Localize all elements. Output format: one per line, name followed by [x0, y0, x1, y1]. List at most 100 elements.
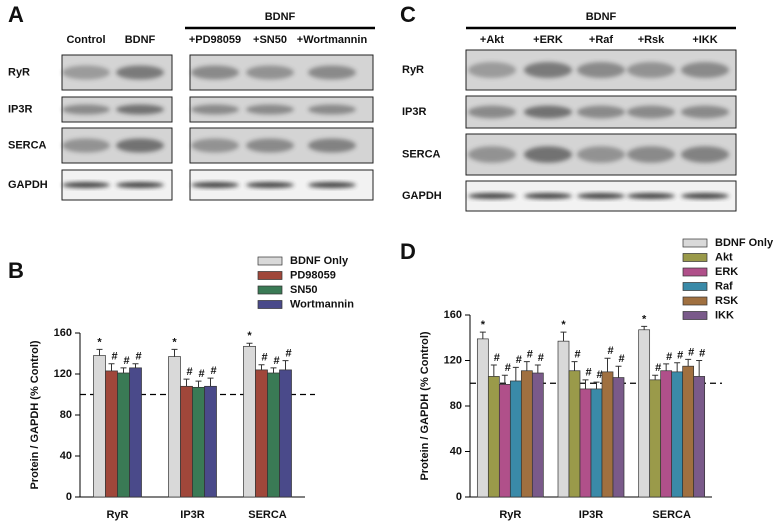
legend-label: IKK — [715, 309, 734, 321]
error-bar — [652, 374, 659, 380]
bar — [579, 388, 592, 498]
error-bar — [696, 360, 703, 377]
row-label: IP3R — [402, 106, 427, 118]
band — [468, 146, 516, 163]
significance-marker: # — [538, 352, 544, 364]
legend-swatch — [682, 282, 708, 291]
x-tick-label: RyR — [499, 509, 521, 521]
row-label: GAPDH — [402, 190, 442, 202]
error-bar — [183, 378, 190, 387]
x-tick-label: IP3R — [180, 509, 205, 521]
lane-label: BDNF — [125, 34, 156, 46]
error-bar — [171, 348, 178, 357]
band — [681, 146, 729, 163]
bar — [243, 345, 256, 498]
row-label: GAPDH — [8, 179, 48, 191]
band — [116, 182, 164, 188]
error-bar — [604, 357, 611, 372]
significance-marker: # — [505, 362, 511, 374]
significance-marker: * — [481, 319, 486, 331]
group-label: BDNF — [586, 11, 617, 23]
band — [116, 104, 164, 115]
legend-label: BDNF Only — [715, 237, 774, 249]
band — [308, 65, 356, 80]
error-bar — [479, 331, 486, 339]
band — [627, 62, 675, 78]
row-label: RyR — [402, 64, 424, 76]
band — [681, 105, 729, 119]
error-bar — [534, 364, 541, 374]
band — [577, 105, 625, 119]
significance-marker: # — [273, 355, 279, 367]
band — [681, 193, 729, 199]
bar — [638, 329, 651, 498]
band — [577, 146, 625, 163]
significance-marker: * — [247, 330, 252, 342]
significance-marker: # — [574, 349, 580, 361]
significance-marker: # — [666, 351, 672, 363]
x-tick-label: SERCA — [248, 509, 287, 521]
band — [627, 146, 675, 163]
row-label: RyR — [8, 66, 30, 78]
band — [246, 138, 294, 153]
significance-marker: # — [494, 352, 500, 364]
x-tick-label: IP3R — [579, 509, 604, 521]
lane-label: +Rsk — [638, 34, 665, 46]
band — [116, 138, 164, 153]
error-bar — [120, 367, 127, 373]
error-bar — [615, 365, 622, 378]
y-tick-label: 0 — [456, 491, 462, 503]
band — [577, 62, 625, 78]
significance-marker: # — [285, 348, 291, 360]
band — [524, 146, 572, 163]
band — [468, 193, 516, 199]
error-bar — [270, 367, 277, 373]
y-tick-label: 80 — [450, 400, 462, 412]
legend-label: RSK — [715, 295, 738, 307]
band — [191, 182, 239, 188]
y-tick-label: 120 — [54, 368, 72, 380]
panel-label: D — [400, 239, 416, 264]
y-tick-label: 160 — [54, 327, 72, 339]
legend-label: PD98059 — [290, 269, 336, 281]
error-bar — [96, 348, 103, 356]
lane-label: +IKK — [692, 34, 717, 46]
band — [681, 62, 729, 78]
bar — [660, 370, 673, 498]
lane-label: +Raf — [589, 34, 613, 46]
legend-swatch — [682, 238, 708, 248]
significance-marker: # — [699, 347, 705, 359]
error-bar — [582, 379, 589, 389]
error-bar — [571, 361, 578, 371]
lane-label: Control — [66, 34, 105, 46]
legend-label: BDNF Only — [290, 255, 349, 267]
bar — [255, 369, 268, 498]
significance-marker: # — [607, 345, 613, 357]
band — [246, 104, 294, 115]
significance-marker: # — [186, 366, 192, 378]
band — [116, 65, 164, 80]
bar — [601, 371, 614, 498]
y-tick-label: 80 — [60, 409, 72, 421]
significance-marker: # — [655, 362, 661, 374]
significance-marker: # — [527, 349, 533, 361]
bar — [612, 377, 625, 498]
bar — [487, 376, 500, 498]
error-bar — [195, 380, 202, 388]
significance-marker: # — [585, 367, 591, 379]
band — [246, 65, 294, 80]
significance-marker: # — [111, 351, 117, 363]
significance-marker: # — [677, 350, 683, 362]
bar — [168, 356, 181, 498]
band — [308, 138, 356, 153]
error-bar — [560, 331, 567, 342]
panel-label: B — [8, 258, 24, 283]
bar — [557, 340, 570, 498]
lane-label: +SN50 — [253, 34, 287, 46]
band — [524, 193, 572, 199]
bar — [531, 372, 544, 498]
error-bar — [246, 342, 253, 347]
legend-swatch — [257, 285, 283, 295]
error-bar — [641, 325, 648, 330]
band — [468, 105, 516, 119]
